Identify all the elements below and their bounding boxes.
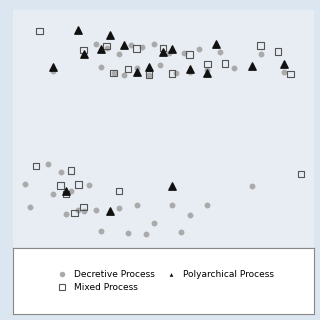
X-axis label: Average Polity Score t-1 to t-3: Average Polity Score t-1 to t-3 <box>90 269 236 280</box>
Point <box>187 212 192 217</box>
Point <box>147 65 152 70</box>
Point <box>116 51 122 56</box>
Point <box>99 228 104 234</box>
Point <box>205 68 210 73</box>
Point <box>140 44 145 50</box>
Point <box>63 188 68 194</box>
Point <box>187 52 192 57</box>
Point <box>249 63 254 68</box>
Point <box>63 212 68 217</box>
Point <box>152 41 157 46</box>
Point <box>99 64 104 69</box>
Point <box>81 52 86 57</box>
Point <box>125 230 130 236</box>
Point <box>281 69 286 74</box>
Point <box>108 208 113 213</box>
Point <box>170 203 175 208</box>
Point <box>108 33 113 38</box>
Point <box>223 61 228 66</box>
Point <box>205 202 210 207</box>
Point <box>46 161 51 166</box>
Point <box>205 61 210 67</box>
Point <box>249 184 254 189</box>
Point <box>196 46 201 52</box>
Point <box>147 72 152 77</box>
Point <box>170 47 175 52</box>
Point <box>178 229 183 235</box>
Point <box>187 69 192 74</box>
Point <box>134 46 139 51</box>
Point <box>116 205 122 211</box>
Point <box>276 49 281 54</box>
Point <box>111 71 116 76</box>
Point <box>58 183 63 188</box>
Point <box>161 45 166 51</box>
Point <box>104 46 109 51</box>
Point <box>147 72 152 77</box>
Point <box>258 51 263 56</box>
Point <box>161 49 166 54</box>
Point <box>51 68 56 73</box>
Point <box>68 188 74 193</box>
Point <box>258 43 263 48</box>
Point <box>152 220 157 225</box>
Point <box>81 204 86 210</box>
Point <box>99 47 104 52</box>
Point <box>63 191 68 196</box>
Point <box>68 168 74 173</box>
Point <box>217 49 222 54</box>
Point <box>76 28 81 33</box>
Point <box>93 42 99 47</box>
Point <box>170 183 175 188</box>
Point <box>134 66 139 71</box>
Point <box>231 65 236 70</box>
Point <box>129 43 134 48</box>
Point <box>86 182 92 188</box>
Point <box>76 207 81 212</box>
Point <box>116 188 122 193</box>
Point <box>37 28 42 34</box>
Point <box>104 44 109 49</box>
Point <box>23 181 28 187</box>
Point <box>157 63 162 68</box>
Point <box>134 203 139 208</box>
Point <box>281 61 286 67</box>
Point <box>51 65 56 70</box>
Point <box>81 209 86 214</box>
Point <box>125 67 130 72</box>
Point <box>93 208 99 213</box>
Point <box>134 70 139 75</box>
Point <box>111 70 116 76</box>
Point <box>122 42 127 47</box>
Point <box>173 70 178 76</box>
Point <box>76 182 81 187</box>
Point <box>187 66 192 71</box>
Point <box>33 164 38 169</box>
Point <box>166 50 171 55</box>
Point <box>299 172 304 177</box>
Point <box>182 51 187 56</box>
Point <box>51 191 56 196</box>
Point <box>58 170 63 175</box>
Point <box>81 47 86 52</box>
Point <box>205 70 210 76</box>
Point <box>143 231 148 236</box>
Point <box>72 211 77 216</box>
Legend: Decretive Process, Mixed Process, Polyarchical Process: Decretive Process, Mixed Process, Polyar… <box>50 268 276 294</box>
Point <box>288 72 293 77</box>
Point <box>214 41 219 46</box>
Point <box>170 71 175 76</box>
Point <box>122 72 127 77</box>
Point <box>28 205 33 210</box>
